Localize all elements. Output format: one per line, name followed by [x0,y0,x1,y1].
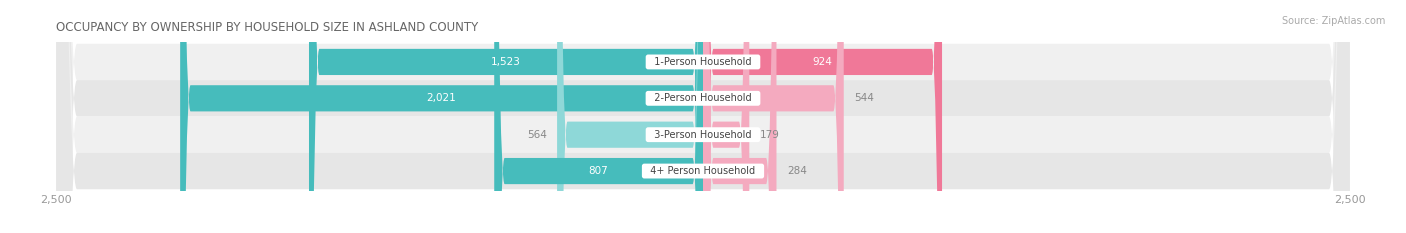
FancyBboxPatch shape [703,0,749,233]
Text: 564: 564 [527,130,547,140]
Text: 924: 924 [813,57,832,67]
FancyBboxPatch shape [703,0,942,233]
FancyBboxPatch shape [703,0,844,233]
FancyBboxPatch shape [703,0,776,233]
Text: 4+ Person Household: 4+ Person Household [644,166,762,176]
Text: 2,021: 2,021 [426,93,457,103]
Text: Source: ZipAtlas.com: Source: ZipAtlas.com [1281,16,1385,26]
FancyBboxPatch shape [557,0,703,233]
Text: OCCUPANCY BY OWNERSHIP BY HOUSEHOLD SIZE IN ASHLAND COUNTY: OCCUPANCY BY OWNERSHIP BY HOUSEHOLD SIZE… [56,21,478,34]
FancyBboxPatch shape [56,0,1350,233]
Text: 2-Person Household: 2-Person Household [648,93,758,103]
FancyBboxPatch shape [180,0,703,233]
FancyBboxPatch shape [309,0,703,233]
FancyBboxPatch shape [56,0,1350,233]
Text: 284: 284 [787,166,807,176]
FancyBboxPatch shape [56,0,1350,233]
Text: 179: 179 [759,130,779,140]
FancyBboxPatch shape [56,0,1350,233]
Text: 1,523: 1,523 [491,57,522,67]
Text: 3-Person Household: 3-Person Household [648,130,758,140]
Text: 807: 807 [589,166,609,176]
FancyBboxPatch shape [495,0,703,233]
Text: 544: 544 [853,93,875,103]
Text: 1-Person Household: 1-Person Household [648,57,758,67]
